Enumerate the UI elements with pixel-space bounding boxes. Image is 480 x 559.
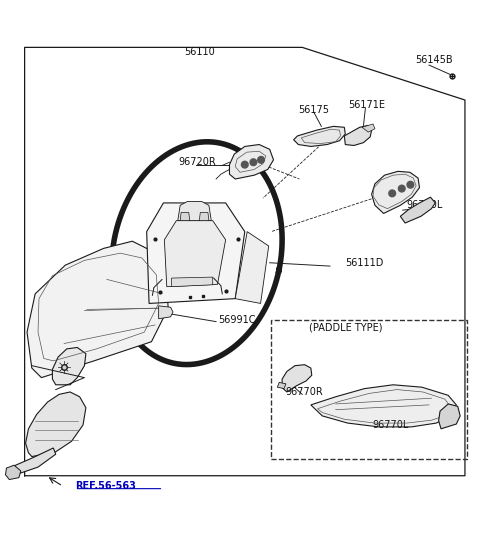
Polygon shape [311, 385, 456, 427]
Polygon shape [27, 241, 168, 378]
Polygon shape [344, 125, 372, 145]
Polygon shape [52, 348, 86, 385]
Polygon shape [400, 197, 435, 223]
Circle shape [241, 162, 248, 168]
Text: 96770L: 96770L [372, 420, 409, 430]
Circle shape [258, 157, 264, 163]
Polygon shape [439, 404, 460, 429]
Polygon shape [171, 277, 213, 287]
Polygon shape [5, 465, 21, 480]
Polygon shape [25, 392, 86, 457]
Polygon shape [199, 212, 209, 221]
Text: 96720R: 96720R [178, 157, 216, 167]
Text: 56175: 56175 [299, 105, 330, 115]
Polygon shape [178, 201, 211, 221]
Circle shape [398, 185, 405, 192]
Polygon shape [11, 448, 56, 476]
Polygon shape [229, 145, 274, 179]
Text: 56111D: 56111D [345, 258, 384, 268]
Polygon shape [180, 212, 190, 221]
Polygon shape [164, 221, 226, 287]
Polygon shape [235, 231, 269, 304]
Text: REF.56-563: REF.56-563 [75, 481, 136, 491]
Text: (PADDLE TYPE): (PADDLE TYPE) [309, 323, 382, 333]
Polygon shape [372, 172, 420, 214]
Text: 96720L: 96720L [406, 200, 443, 210]
Circle shape [389, 190, 396, 197]
Polygon shape [277, 382, 286, 389]
Text: 56110: 56110 [184, 47, 215, 57]
Text: 96770R: 96770R [286, 387, 324, 397]
Text: 56145B: 56145B [415, 55, 453, 65]
Polygon shape [294, 126, 345, 146]
Polygon shape [158, 306, 173, 319]
Circle shape [250, 159, 257, 165]
Text: 56991C: 56991C [218, 315, 256, 325]
Polygon shape [282, 364, 312, 392]
Polygon shape [362, 124, 375, 132]
Circle shape [407, 181, 414, 188]
Text: 56171E: 56171E [348, 100, 385, 110]
Polygon shape [147, 203, 245, 304]
